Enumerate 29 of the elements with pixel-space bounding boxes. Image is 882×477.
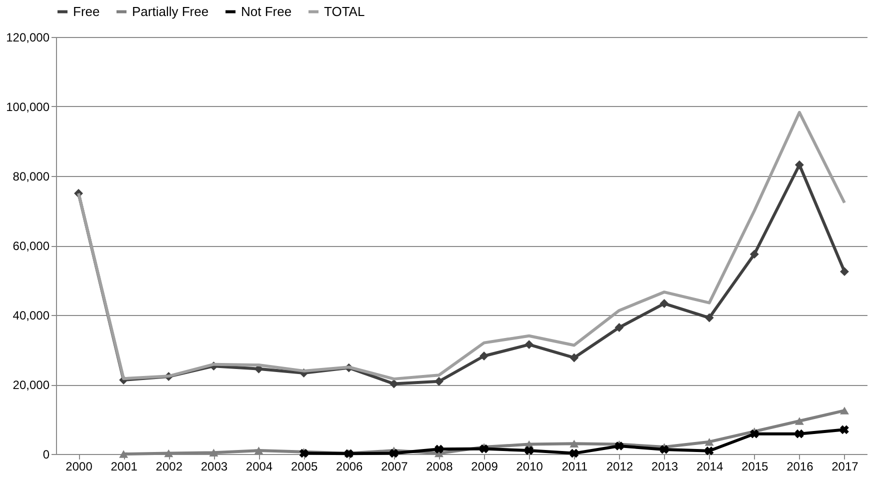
x-tick-label: 2015 <box>742 460 769 474</box>
x-tick-label: 2004 <box>246 460 273 474</box>
x-tick-label: 2009 <box>471 460 498 474</box>
y-tick-label: 120,000 <box>6 30 50 44</box>
x-tick-label: 2003 <box>200 460 228 474</box>
x-tick-label: 2007 <box>381 460 408 474</box>
x-tick-label: 2017 <box>832 460 859 474</box>
x-tick-label: 2011 <box>562 460 588 474</box>
x-tick-label: 2008 <box>426 460 454 474</box>
x-tick-label: 2002 <box>156 460 183 474</box>
x-tick-label: 2006 <box>336 460 364 474</box>
x-tick-label: 2010 <box>516 460 544 474</box>
y-tick-label: 40,000 <box>12 308 50 322</box>
x-tick-label: 2005 <box>290 460 318 474</box>
y-tick-label: 0 <box>42 448 50 462</box>
y-tick-label: 20,000 <box>12 378 50 392</box>
x-tick-label: 2012 <box>606 460 634 474</box>
x-tick-label: 2014 <box>696 460 724 474</box>
y-tick-label: 60,000 <box>12 239 50 253</box>
x-tick-label: 2000 <box>66 460 93 474</box>
legend-label: Free <box>73 4 100 19</box>
legend-label: Not Free <box>241 4 292 19</box>
legend-label: Partially Free <box>132 4 209 19</box>
x-tick-label: 2016 <box>786 460 814 474</box>
legend-label: TOTAL <box>324 4 365 19</box>
x-tick-label: 2001 <box>110 460 138 474</box>
y-tick-label: 80,000 <box>12 170 50 184</box>
y-tick-label: 100,000 <box>6 100 50 114</box>
x-tick-label: 2013 <box>651 460 678 474</box>
